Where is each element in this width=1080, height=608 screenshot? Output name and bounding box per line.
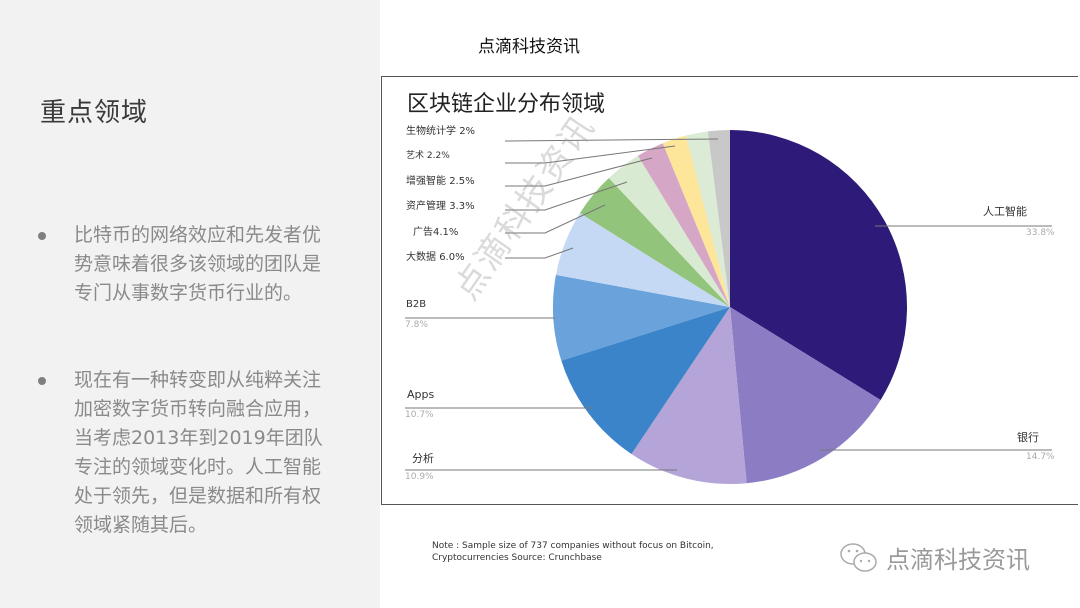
label-banking: 银行	[1017, 431, 1039, 444]
pie-slice	[608, 155, 730, 307]
pie-slice	[579, 177, 730, 307]
label-augmented-intelligence: 增强智能 2.5%	[406, 176, 475, 187]
left-panel: 重点领域 比特币的网络效应和先发者优势意味着很多该领域的团队是专门从事数字货币行…	[0, 0, 380, 608]
bullet-dot-icon	[38, 377, 46, 385]
pie-slices	[553, 130, 908, 484]
brand-header: 点滴科技资讯	[478, 37, 580, 57]
label-art: 艺术 2.2%	[406, 151, 450, 161]
pct-ai: 33.8%	[1026, 228, 1055, 238]
label-advertising: 广告4.1%	[413, 227, 459, 238]
label-b2b: B2B	[406, 299, 427, 310]
pie-slice	[662, 135, 730, 307]
brand-footer-text: 点滴科技资讯	[886, 546, 1030, 574]
chart-note: Note : Sample size of 737 companies with…	[432, 540, 714, 564]
pie-slice	[631, 307, 747, 484]
bullet-text: 现在有一种转变即从纯粹关注加密数字货币转向融合应用，当考虑2013年到2019年…	[74, 369, 323, 536]
pie-slice	[685, 131, 730, 307]
bullet-item: 比特币的网络效应和先发者优势意味着很多该领域的团队是专门从事数字货币行业的。	[38, 221, 338, 308]
bullet-text: 比特币的网络效应和先发者优势意味着很多该领域的团队是专门从事数字货币行业的。	[74, 224, 322, 304]
pie-slice	[637, 143, 730, 307]
label-asset-management: 资产管理 3.3%	[406, 201, 475, 212]
leader-lines	[405, 138, 1052, 471]
pie-slice	[730, 307, 881, 484]
pct-analytics: 10.9%	[405, 472, 434, 482]
brand-footer: 点滴科技资讯	[838, 540, 1030, 575]
wechat-icon	[840, 542, 877, 572]
label-apps: Apps	[407, 388, 435, 401]
pie-slice	[555, 213, 730, 307]
pct-apps: 10.7%	[405, 410, 434, 420]
chart-title: 区块链企业分布领域	[407, 92, 606, 117]
bullet-dot-icon	[38, 232, 46, 240]
pie-slice	[561, 307, 730, 455]
pie-slice	[707, 130, 730, 307]
label-bigdata: 大数据 6.0%	[406, 252, 465, 263]
bullet-item: 现在有一种转变即从纯粹关注加密数字货币转向融合应用，当考虑2013年到2019年…	[38, 366, 338, 540]
pct-banking: 14.7%	[1026, 452, 1055, 462]
note-line: Cryptocurrencies Source: Crunchbase	[432, 553, 602, 563]
pie-slice	[553, 274, 730, 361]
pct-b2b: 7.8%	[405, 320, 428, 330]
label-analytics: 分析	[412, 452, 434, 465]
label-ai: 人工智能	[983, 205, 1027, 218]
label-biostatistics: 生物统计学 2%	[406, 126, 476, 137]
note-line: Note : Sample size of 737 companies with…	[432, 541, 714, 551]
slide-title: 重点领域	[40, 98, 149, 128]
pie-slice	[730, 130, 908, 400]
